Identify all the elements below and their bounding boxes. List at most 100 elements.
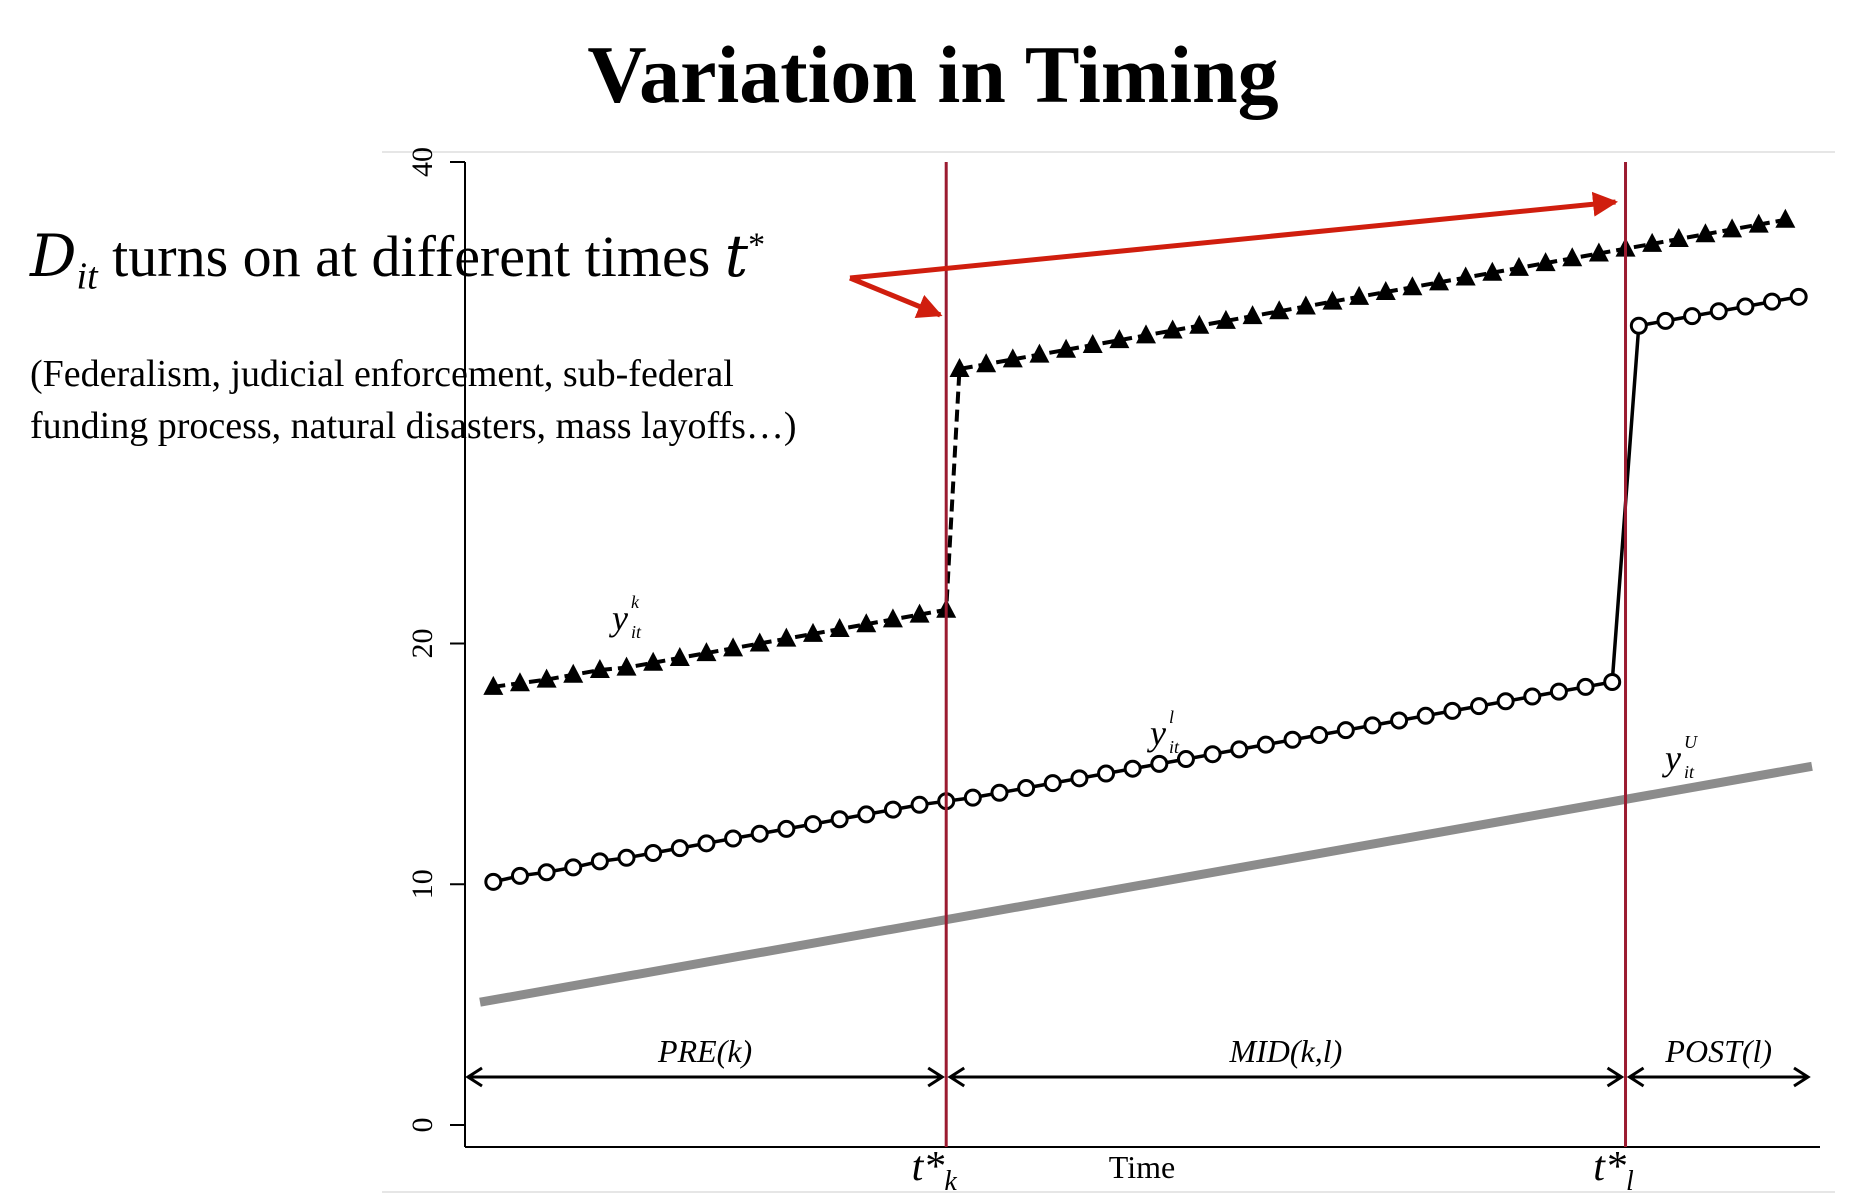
series-k-line — [493, 217, 1786, 689]
series-k-point — [616, 656, 637, 676]
symbol-d-subscript: it — [76, 255, 98, 298]
symbol-t: t — [724, 222, 749, 290]
y-tick-label: 0 — [406, 1118, 439, 1133]
series-l-point — [1176, 750, 1195, 769]
series-l-point — [1576, 677, 1595, 696]
series-k-point — [1508, 256, 1529, 276]
series-l-point — [883, 800, 902, 819]
series-k-point — [949, 358, 970, 378]
series-l-point — [697, 834, 716, 853]
series-k-point — [1136, 324, 1156, 344]
series-l-point — [644, 843, 663, 862]
y-tick-label: 20 — [406, 629, 439, 659]
annotation-examples-line-1: (Federalism, judicial enforcement, sub-f… — [30, 353, 734, 395]
series-k-point — [1322, 290, 1343, 310]
series-label-sub: it — [1169, 737, 1180, 757]
series-k-point — [1455, 266, 1476, 286]
series-k-point — [536, 668, 557, 688]
series-k-point — [563, 663, 584, 683]
series-l-point — [1230, 740, 1249, 759]
series-k-point — [589, 658, 610, 678]
series-k-point — [1429, 271, 1450, 291]
series-k-point — [1535, 252, 1556, 272]
series-k-point — [1215, 309, 1236, 329]
period-arrow-right-head — [1606, 1066, 1625, 1088]
series-k-point — [1029, 343, 1050, 363]
series-k-point — [1109, 329, 1130, 349]
series-l-point — [1256, 735, 1275, 754]
period-arrow-right-head — [927, 1066, 945, 1088]
series-l-point — [1336, 721, 1355, 740]
series-l-point — [1443, 701, 1462, 720]
series-l-point — [1763, 292, 1782, 311]
series-k-point — [1775, 208, 1796, 228]
series-k-point — [1482, 261, 1503, 281]
series-label-sup: k — [631, 592, 640, 612]
series-l-point — [750, 824, 769, 843]
annotation-examples: (Federalism, judicial enforcement, sub-f… — [30, 348, 797, 452]
series-l-point — [1683, 307, 1702, 326]
period-label: PRE(k) — [657, 1033, 752, 1069]
series-k-point — [1082, 333, 1103, 353]
series-l-point — [1070, 769, 1089, 788]
series-l-point — [617, 848, 636, 867]
series-l-line — [492, 295, 1800, 884]
series-l-point — [1150, 754, 1169, 773]
series-k-point — [1349, 285, 1370, 305]
series-k-point — [723, 637, 744, 657]
series-untreated-line — [479, 761, 1813, 1007]
series-label-1: y l it — [1147, 707, 1180, 757]
series-label-sub: it — [631, 622, 642, 642]
series-l-point — [1709, 302, 1728, 321]
treatment-label-k: t*k — [912, 1144, 958, 1195]
series-label-sup: U — [1684, 732, 1698, 752]
series-l-point — [1097, 764, 1116, 783]
annotation-headline: Dit turns on at different times t* — [30, 222, 765, 299]
series-l-point — [1629, 316, 1648, 335]
series-k-point — [1642, 232, 1663, 252]
series-k-point — [749, 632, 770, 652]
series-k-point — [776, 627, 797, 647]
series-k-point — [509, 672, 530, 692]
series-l-point — [990, 783, 1009, 802]
arrow-to-tk — [849, 275, 943, 319]
series-k-point — [882, 608, 903, 628]
series-l-point — [564, 858, 583, 877]
series-l-point — [1656, 311, 1675, 330]
page-title: Variation in Timing — [587, 29, 1279, 120]
series-l-point — [484, 872, 503, 891]
series-l-point — [1603, 673, 1622, 692]
y-tick-label: 40 — [406, 147, 439, 177]
series-k-point — [976, 353, 997, 373]
series-l-point — [1123, 759, 1142, 778]
series-k-point — [909, 603, 930, 623]
series-label-0: y k it — [609, 592, 642, 642]
period-arrow-right-head — [1793, 1066, 1811, 1088]
series-l-point — [590, 852, 609, 871]
series-l-point — [724, 829, 743, 848]
series-k-point — [1295, 295, 1316, 315]
series-l-point — [1043, 774, 1062, 793]
series-l-point — [510, 866, 529, 885]
series-label-sub: it — [1684, 762, 1695, 782]
series-k-point — [696, 642, 717, 662]
series-k-point — [1695, 223, 1716, 243]
series-k-point — [1375, 281, 1396, 301]
series-k-point — [483, 675, 504, 695]
series-k-point — [669, 646, 690, 666]
series-label-main: y — [609, 598, 628, 638]
x-axis-label: Time — [1109, 1149, 1175, 1185]
series-l-point — [670, 839, 689, 858]
annotation-text: turns on at different times — [112, 224, 711, 289]
series-k-point — [1002, 348, 1023, 368]
series-l-point — [1203, 745, 1222, 764]
period-arrow-left-head — [947, 1066, 966, 1088]
series-l-point — [1549, 682, 1568, 701]
series-l-point — [1416, 706, 1435, 725]
period-label: MID(k,l) — [1228, 1033, 1342, 1069]
annotation-examples-line-2: funding process, natural disasters, mass… — [30, 405, 797, 447]
treatment-label-l: t*l — [1593, 1144, 1634, 1195]
y-tick-label: 10 — [406, 869, 439, 899]
series-k-point — [1562, 247, 1583, 267]
